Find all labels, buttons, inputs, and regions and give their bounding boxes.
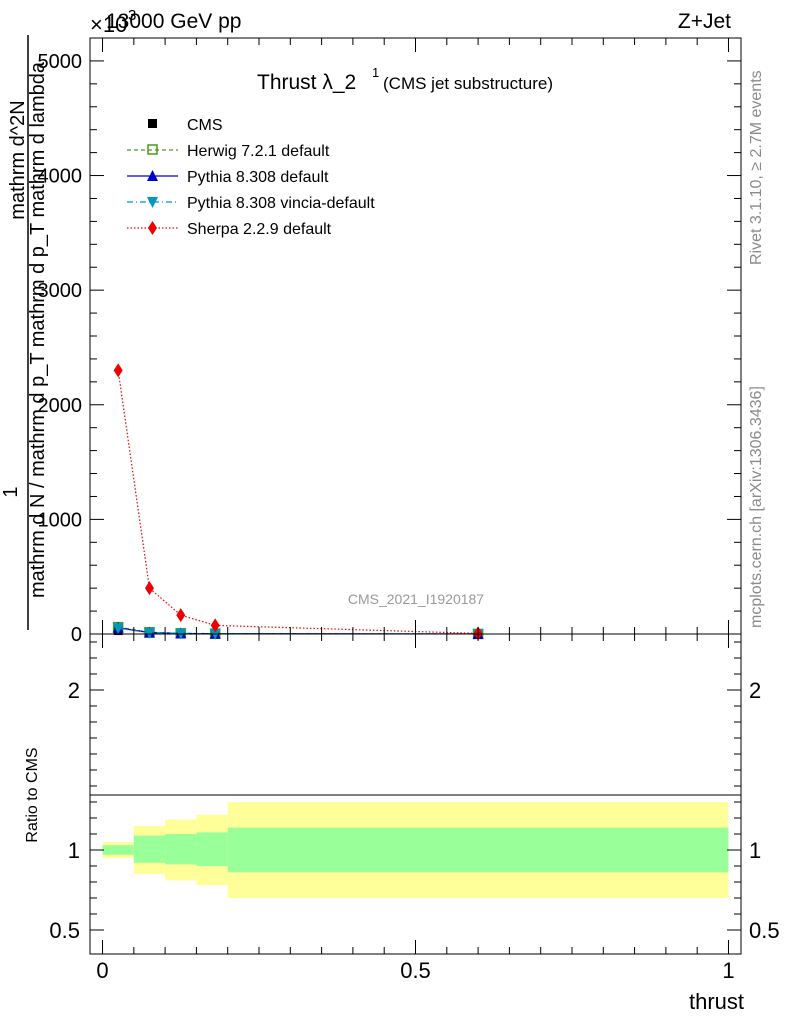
- ratio-bands: [102, 802, 729, 898]
- main-ylabel: mathrm d^2N 1 mathrm d N / mathrm d p_T …: [0, 35, 49, 630]
- legend-label-herwig: Herwig 7.2.1 default: [187, 143, 330, 160]
- main-plot: 0 1000 2000 3000 4000 5000 Thrust λ_2 1 (CMS …: [0, 35, 742, 646]
- data-point-vincia: [112, 623, 124, 635]
- legend-item-herwig: Herwig 7.2.1 default: [127, 143, 330, 160]
- legend-item-pythia: Pythia 8.308 default: [127, 169, 329, 186]
- chart-title-sup: 1: [372, 65, 379, 80]
- legend-label-vincia: Pythia 8.308 vincia-default: [187, 195, 375, 212]
- main-ytick-label: 2000: [38, 395, 83, 417]
- ratio-band-inner: [165, 834, 197, 865]
- header-right: Z+Jet: [678, 10, 731, 33]
- legend-label-sherpa: Sherpa 2.2.9 default: [187, 221, 332, 238]
- legend-marker-herwig: [147, 144, 158, 155]
- ratio-plot: 0.5 0.51 12 2 0 0.5 1 Ratio to CMS thrust: [24, 633, 780, 1014]
- chart-title: Thrust λ_2: [257, 71, 356, 94]
- ratio-band-inner: [196, 832, 228, 866]
- exponent-power: 3: [128, 7, 136, 24]
- ratio-yticks: 0.5 0.5 1 1 2 2: [49, 641, 780, 943]
- ratio-ytick-label-right: 2: [749, 678, 761, 703]
- watermark: CMS_2021_I1920187: [348, 591, 484, 607]
- ratio-ytick-label-right: 0.5: [749, 918, 780, 943]
- legend: CMS Herwig 7.2.1 default Pythia 8.308 de…: [127, 117, 375, 238]
- data-point-sherpa: [144, 581, 154, 596]
- ratio-ytick-label: 1: [68, 838, 80, 863]
- ratio-frame: [89, 633, 742, 955]
- ratio-band-inner: [133, 835, 166, 863]
- exponent-label: ×10: [90, 12, 127, 37]
- series-line-vincia: [118, 627, 479, 635]
- ratio-ytick-label-right: 1: [749, 838, 761, 863]
- legend-item-vincia: Pythia 8.308 vincia-default: [127, 195, 375, 212]
- legend-label-cms: CMS: [187, 117, 223, 134]
- legend-marker-pythia: [147, 170, 158, 181]
- ratio-xticks: 0 0.5 1: [96, 634, 735, 983]
- data-point-sherpa: [210, 618, 220, 633]
- main-ytick-label: 4000: [38, 166, 83, 188]
- ratio-ytick-label: 0.5: [49, 918, 80, 943]
- data-point-vincia: [143, 627, 155, 639]
- main-ytick-label: 5000: [38, 51, 83, 73]
- ratio-ytick-label: 2: [68, 678, 80, 703]
- data-point-sherpa: [176, 608, 186, 623]
- legend-marker-cms: [148, 119, 157, 128]
- ratio-xtick-label: 0.5: [400, 958, 431, 983]
- ylabel-denominator: mathrm d N / mathrm d p_T mathrm d p_T m…: [27, 61, 49, 598]
- ratio-band-inner: [227, 827, 729, 873]
- legend-marker-vincia: [147, 197, 158, 208]
- main-yticks: 0 1000 2000 3000 4000 5000: [38, 37, 741, 646]
- side-label-bottom: mcplots.cern.ch [arXiv:1306.3436]: [748, 386, 765, 628]
- side-label-top: Rivet 3.1.10, ≥ 2.7M events: [748, 70, 765, 265]
- header-left: 13000 GeV pp: [106, 10, 241, 33]
- legend-item-cms: CMS: [148, 117, 223, 134]
- legend-item-sherpa: Sherpa 2.2.9 default: [127, 221, 332, 238]
- main-ytick-label: 3000: [38, 280, 83, 302]
- data-point-sherpa: [113, 363, 123, 378]
- xlabel: thrust: [689, 989, 744, 1014]
- ratio-xtick-label: 0: [96, 958, 108, 983]
- ylabel-numerator: 1: [0, 486, 22, 497]
- ratio-ylabel: Ratio to CMS: [24, 747, 41, 842]
- ratio-band-inner: [102, 845, 134, 855]
- ylabel-top: mathrm d^2N: [7, 100, 29, 219]
- chart-subtitle: (CMS jet substructure): [383, 74, 553, 93]
- legend-marker-sherpa: [148, 221, 157, 235]
- legend-label-pythia: Pythia 8.308 default: [187, 169, 329, 186]
- main-ytick-label: 0: [71, 624, 82, 646]
- ratio-xtick-label: 1: [722, 958, 734, 983]
- main-ytick-label: 1000: [38, 509, 83, 531]
